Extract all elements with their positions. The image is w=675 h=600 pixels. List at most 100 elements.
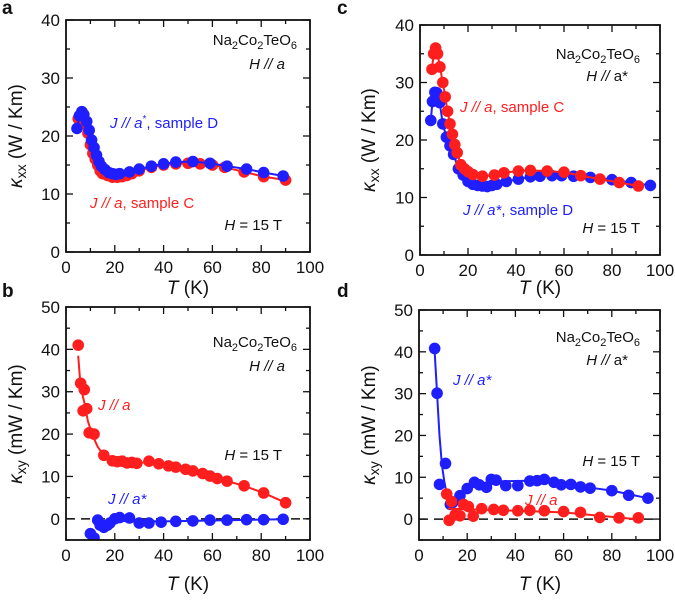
data-point [613,512,625,524]
x-tick-label: 100 [646,546,674,565]
x-tick-label: 100 [646,261,674,280]
data-point [632,512,645,524]
data-point [632,180,645,192]
data-point [257,487,270,499]
data-point [204,514,216,526]
y-tick-label: 10 [41,467,60,486]
annotation-compound: Na2Co2TeO6 [213,32,297,52]
data-point [123,166,136,178]
series-blue [84,511,289,540]
y-axis-subscript: xy [366,461,382,475]
y-axis-label: κxx (W / Km) [359,88,382,192]
annotation-field-value: H = 15 T [224,217,282,234]
y-tick-label: 30 [395,74,414,93]
data-point [491,178,503,191]
data-point [113,511,126,524]
y-tick-label: 40 [41,11,60,30]
data-point [170,156,182,168]
annotation-compound: Na2Co2TeO6 [213,334,297,354]
annotation-segment: TeO [263,32,291,49]
series-line [77,355,287,504]
annotation-segment: 2 [575,54,581,66]
annotation-label-red: J // a [524,492,558,509]
y-axis-subscript: xx [13,164,29,178]
y-tick-label: 30 [41,383,60,402]
annotation-segment: H [224,447,235,464]
annotation-segment: 2 [575,337,581,349]
data-point [555,479,567,491]
data-point [454,509,466,522]
data-point [113,167,126,180]
data-point [445,495,458,508]
y-axis-subscript: xx [366,168,382,182]
data-point [437,76,449,89]
x-tick-label: 40 [507,261,526,280]
annotation-segment: H // a [249,56,285,73]
annotation-field-value: H = 15 T [582,220,640,237]
annotation-segment: TeO [263,334,291,351]
series-red [426,42,645,192]
plot-frame [418,309,661,541]
data-point [446,128,459,141]
annotation-segment: = 15 T [235,217,282,234]
x-axis-symbol: T [167,278,180,299]
annotation-segment: 2 [257,40,263,52]
data-point [439,91,452,103]
y-axis-label: κxx (W / Km) [6,84,29,188]
y-axis-unit: (W / Km) [6,84,27,164]
data-point [143,517,155,529]
annotation-label-red: J // a, sample C [89,195,194,212]
data-point [574,506,587,519]
annotation-segment: TeO [606,329,634,346]
data-point [512,479,524,492]
data-point [498,166,510,179]
annotation-segment: 6 [634,54,640,66]
x-axis-unit: (K) [179,574,210,595]
y-tick-label: 0 [405,246,414,265]
series-red [72,339,292,509]
annotation-segment: J // a [89,195,123,212]
annotation-label-red: J // a [97,397,131,414]
panel-letter: b [2,281,14,302]
data-point [88,532,100,540]
data-point [476,170,489,183]
annotation-segment: a* [610,68,629,85]
annotation-segment: Na [556,46,576,63]
y-tick-label: 20 [394,426,413,445]
x-tick-label: 40 [154,258,173,277]
annotation-field-direction: H // a [249,358,285,375]
data-point [512,504,524,517]
annotation-field-direction: H // a* [586,68,628,85]
x-tick-label: 0 [61,546,70,565]
data-point [221,160,233,172]
y-axis-unit: (W / Km) [359,88,380,168]
annotation-segment: Co [238,32,257,49]
annotation-segment: Na [213,32,233,49]
x-tick-label: 40 [154,546,173,565]
y-tick-label: 10 [395,189,414,208]
data-point [80,402,93,415]
x-tick-label: 100 [296,546,324,565]
annotation-label-blue: J // a* [107,491,148,508]
x-tick-label: 20 [458,546,477,565]
annotation-segment: , sample C [493,99,565,116]
x-tick-label: 80 [252,258,271,277]
data-point [524,504,536,517]
data-point [584,482,596,494]
x-axis-symbol: T [519,278,532,299]
x-tick-label: 60 [203,546,222,565]
data-point [425,114,437,127]
x-axis-symbol: T [167,574,180,595]
data-point [428,342,441,355]
annotation-field-direction: H // a [249,56,285,73]
x-tick-label: 20 [105,258,124,277]
y-axis-label: κxy (mW / Km) [359,365,382,485]
data-point [574,481,587,493]
annotation-field-direction: H // a* [586,352,628,369]
data-point [157,158,170,170]
y-tick-label: 50 [41,298,60,317]
x-tick-label: 40 [506,546,525,565]
annotation-segment: J // a [459,99,493,116]
annotation-segment: H // [586,68,611,85]
data-point [613,176,625,189]
